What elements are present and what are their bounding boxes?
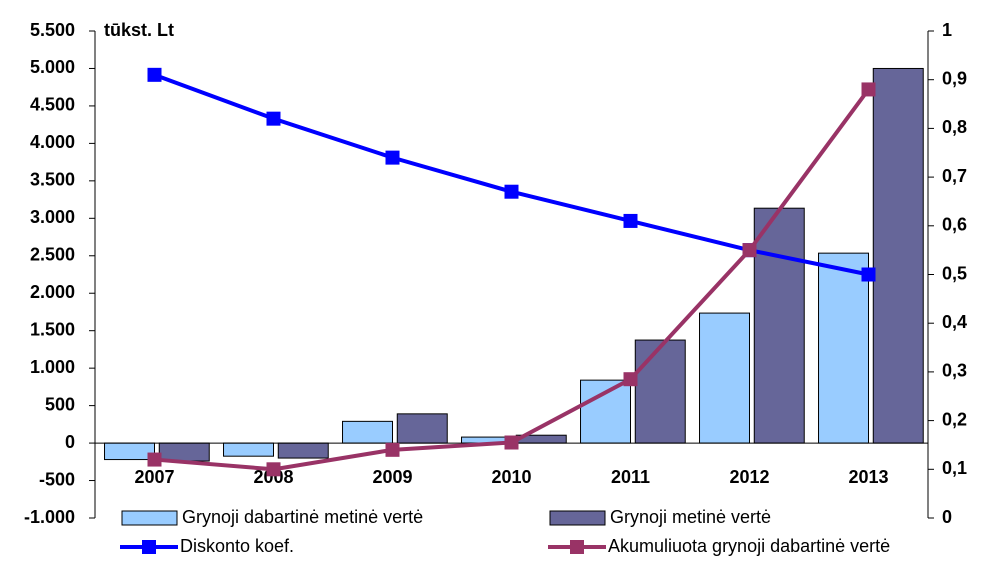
- x-tick-label: 2007: [134, 467, 174, 487]
- x-tick-label: 2008: [253, 467, 293, 487]
- y-tick-label: 4.500: [30, 95, 75, 115]
- y-tick-label: 2.000: [30, 282, 75, 302]
- y-tick-label: 5.000: [30, 57, 75, 77]
- bar: [818, 252, 870, 444]
- marker: [385, 150, 400, 165]
- marker: [861, 267, 876, 282]
- y-tick-label: -1.000: [24, 507, 75, 527]
- marker: [861, 82, 876, 97]
- x-tick-label: 2011: [611, 467, 650, 487]
- legend-marker: [570, 540, 584, 554]
- x-tick-label: 2012: [729, 467, 769, 487]
- marker: [623, 372, 638, 387]
- x-tick-label: 2010: [491, 467, 531, 487]
- marker: [504, 184, 519, 199]
- y2-tick-label: 0,7: [942, 166, 967, 186]
- y-tick-label: 3.500: [30, 170, 75, 190]
- y2-tick-label: 1: [942, 20, 952, 40]
- y2-tick-label: 0: [942, 507, 952, 527]
- y-tick-label: -500: [39, 469, 75, 489]
- x-tick-label: 2009: [372, 467, 412, 487]
- marker: [147, 452, 162, 467]
- bar: [872, 67, 924, 444]
- bar: [158, 442, 210, 462]
- marker: [147, 67, 162, 82]
- y-tick-label: 4.000: [30, 132, 75, 152]
- y2-tick-label: 0,3: [942, 361, 967, 381]
- y-tick-label: 5.500: [30, 20, 75, 40]
- bar: [699, 312, 751, 444]
- y-tick-label: 0: [65, 432, 75, 452]
- y2-tick-label: 0,9: [942, 68, 967, 88]
- y2-tick-label: 0,5: [942, 263, 967, 283]
- legend-swatch: [121, 510, 178, 526]
- marker: [385, 442, 400, 457]
- marker: [504, 435, 519, 450]
- y-tick-label: 2.500: [30, 245, 75, 265]
- bar: [277, 442, 329, 459]
- legend-label: Akumuliuota grynoji dabartinė vertė: [608, 536, 890, 556]
- legend-label: Grynoji dabartinė metinė vertė: [182, 507, 423, 527]
- marker: [623, 213, 638, 228]
- bar: [580, 379, 632, 444]
- legend-label: Diskonto koef.: [180, 536, 294, 556]
- y2-tick-label: 0,2: [942, 409, 967, 429]
- bar: [396, 413, 448, 444]
- y-tick-label: 1.500: [30, 319, 75, 339]
- y2-tick-label: 0,1: [942, 458, 967, 478]
- y-tick-label: 1.000: [30, 357, 75, 377]
- bar: [223, 442, 275, 457]
- bar: [342, 420, 393, 444]
- bar: [104, 442, 155, 461]
- marker: [266, 111, 281, 126]
- y-tick-label: 500: [45, 394, 75, 414]
- legend-marker: [142, 540, 156, 554]
- bar: [634, 339, 686, 444]
- marker: [742, 243, 757, 258]
- marker: [266, 462, 281, 477]
- y2-tick-label: 0,8: [942, 117, 967, 137]
- y-tick-label: 3.000: [30, 207, 75, 227]
- y2-tick-label: 0,6: [942, 215, 967, 235]
- legend-label: Grynoji metinė vertė: [610, 507, 771, 527]
- legend-swatch: [549, 510, 606, 526]
- bar: [753, 207, 805, 444]
- y2-tick-label: 0,4: [942, 312, 967, 332]
- y-axis-label: tūkst. Lt: [104, 20, 174, 40]
- x-tick-label: 2013: [848, 467, 888, 487]
